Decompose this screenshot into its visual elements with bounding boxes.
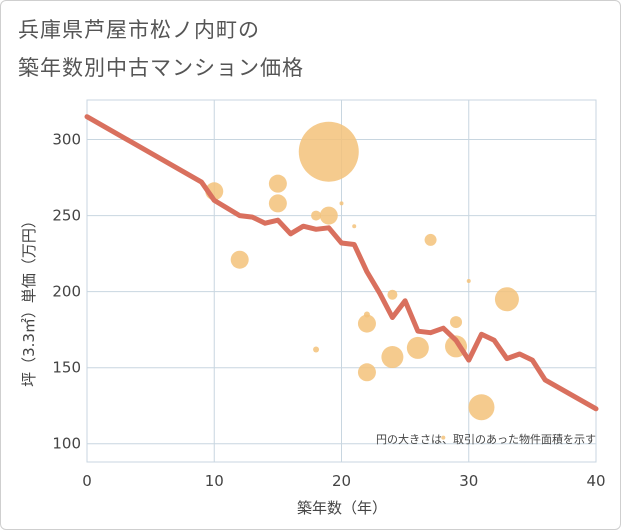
data-bubble [494,287,519,312]
bubble-series [205,121,519,440]
data-bubble [268,174,287,193]
data-bubble [352,224,357,229]
y-tick-label: 250 [52,207,81,225]
data-bubble [298,121,359,182]
axes: 0 10 20 30 40 100 150 200 250 300 [52,131,605,490]
data-bubble [311,210,322,221]
data-bubble [357,314,376,333]
data-bubble [450,316,463,329]
x-tick-label: 10 [205,472,224,490]
data-bubble [466,279,471,283]
data-bubble [268,194,287,213]
data-bubble [406,336,429,359]
y-axis-title: 坪（3.3㎡）単価（万円） [20,213,38,387]
data-bubble [468,394,495,421]
y-tick-label: 300 [52,131,81,149]
x-tick-label: 20 [332,472,351,490]
data-bubble [387,289,398,300]
x-tick-label: 40 [586,472,605,490]
trend-line [84,114,599,412]
chart-title-line2: 築年数別中古マンション価格 [18,56,304,80]
data-bubble [319,206,338,225]
data-bubble [441,435,446,440]
x-tick-label: 0 [82,472,92,490]
data-bubble [357,363,376,382]
y-tick-label: 150 [52,359,81,377]
data-bubble [424,233,437,246]
data-bubble [339,201,344,206]
y-tick-label: 100 [52,435,81,453]
y-tick-label: 200 [52,283,81,301]
x-axis-title: 築年数（年） [297,499,387,517]
data-bubble [381,346,404,369]
chart-title-line1: 兵庫県芦屋市松ノ内町の [18,18,260,42]
data-bubble [230,250,249,269]
x-tick-label: 30 [459,472,478,490]
trend-line-series [84,114,599,412]
bubble-size-note: 円の大きさは、取引のあった物件面積を示す [376,432,596,446]
data-bubble [313,346,320,353]
